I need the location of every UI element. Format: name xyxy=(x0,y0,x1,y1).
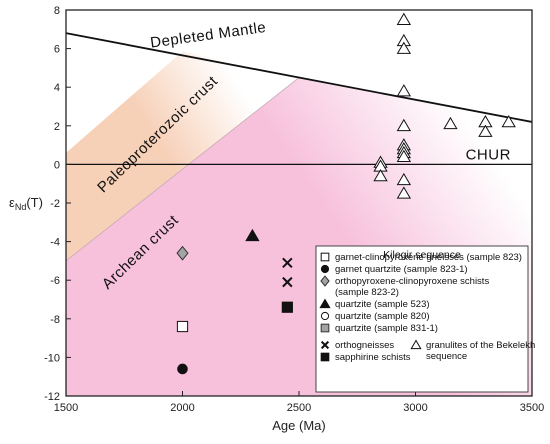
y-axis-title-main: ε xyxy=(9,195,15,210)
data-point-triangle-open xyxy=(396,84,412,97)
y-tick-label: -4 xyxy=(50,237,60,249)
legend-entry-label: garnet-clinopyroxene gneisses (sample 82… xyxy=(335,252,522,263)
x-tick-label: 2500 xyxy=(287,402,311,414)
marker-gray-square xyxy=(320,323,330,333)
legend-entry-label: garnet quartzite (sample 823-1) xyxy=(335,264,468,275)
y-tick-label: -2 xyxy=(50,198,60,210)
data-point-circle-filled xyxy=(177,363,188,375)
marker-open-square xyxy=(320,252,330,262)
y-axis-title-suffix: (T) xyxy=(26,195,43,210)
legend-entry-label: quartzite (sample 831-1) xyxy=(335,323,438,334)
data-point-triangle-open xyxy=(396,149,412,162)
data-point-square-filled xyxy=(281,301,293,313)
data-point-triangle-open xyxy=(396,186,412,199)
legend-entry-label: (sample 823-2) xyxy=(335,287,399,298)
archean-boundary-line xyxy=(66,77,300,262)
y-tick-label: 8 xyxy=(54,5,60,17)
data-point-triangle-open xyxy=(501,114,516,128)
reference-lines xyxy=(65,32,533,165)
depleted-mantle-line xyxy=(65,32,533,123)
marker-gray-diamond xyxy=(320,275,330,287)
chur-label: CHUR xyxy=(466,147,511,164)
y-tick-label: -6 xyxy=(50,275,60,287)
data-point-triangle-open xyxy=(396,118,412,132)
y-tick-label: 4 xyxy=(54,82,60,94)
legend-entry-label: sequence xyxy=(426,351,467,362)
legend-entry-label: quartzite (sample 820) xyxy=(335,311,430,322)
y-tick-label: -10 xyxy=(44,352,60,364)
data-point-triangle-open xyxy=(396,12,412,25)
legend-entry-label: quartzite (sample 523) xyxy=(335,299,430,310)
legend-title: Kilegir sequence xyxy=(383,249,461,261)
data-point-triangle-filled xyxy=(245,228,260,242)
legend-entry-label: sapphirine schists xyxy=(335,352,411,363)
x-tick-label: 2000 xyxy=(170,402,194,414)
x-tick-label: 3000 xyxy=(403,402,427,414)
data-point-triangle-open xyxy=(478,124,493,137)
y-tick-label: 2 xyxy=(54,121,60,133)
data-point-triangle-open xyxy=(396,172,412,186)
data-point-x xyxy=(282,276,293,288)
legend-entry-label: granulites of the Bekelekh xyxy=(426,340,535,351)
legend: Kilegir sequence garnet-clinopyroxene gn… xyxy=(315,245,535,393)
marker-filled-circle xyxy=(320,264,330,274)
legend-entries: garnet-clinopyroxene gneisses (sample 82… xyxy=(319,252,535,363)
data-point-triangle-open xyxy=(396,41,412,54)
y-axis-title: εNd(T) xyxy=(9,195,43,212)
data-point-square-open xyxy=(176,320,189,333)
marker-filled-triangle xyxy=(319,298,331,309)
marker-x xyxy=(320,340,330,350)
data-point-diamond-gray xyxy=(176,245,189,261)
data-point-x xyxy=(282,257,293,269)
axis-ticks: 1500 2000 2500 3000 3500 -12 -10 -8 -6 -4 -2 0 2 4 6 8 xyxy=(44,5,544,414)
marker-x-stroke xyxy=(320,340,330,350)
y-axis-title-sub: Nd xyxy=(15,202,27,212)
legend-entry-label: orthogneisses xyxy=(335,340,394,351)
x-tick-label: 3500 xyxy=(520,402,544,414)
y-tick-label: -12 xyxy=(44,391,60,403)
marker-x-stroke xyxy=(282,257,293,269)
paleoproterozoic-crust-field xyxy=(66,51,299,261)
marker-open-circle xyxy=(320,311,330,321)
x-axis-title: Age (Ma) xyxy=(272,418,325,433)
y-tick-label: 0 xyxy=(54,159,60,171)
marker-open-triangle xyxy=(410,339,422,350)
y-tick-label: 6 xyxy=(54,44,60,56)
marker-filled-square xyxy=(320,352,330,362)
marker-x-stroke xyxy=(282,276,293,288)
depleted-mantle-label: Depleted Mantle xyxy=(149,19,267,52)
legend-entry-label: orthopyroxene-clinopyroxene schists xyxy=(335,276,489,287)
x-tick-label: 1500 xyxy=(54,402,78,414)
legend-box xyxy=(315,245,529,393)
data-point-triangle-open xyxy=(443,116,458,130)
data-point-triangle-open xyxy=(373,168,388,182)
y-tick-label: -8 xyxy=(50,314,60,326)
